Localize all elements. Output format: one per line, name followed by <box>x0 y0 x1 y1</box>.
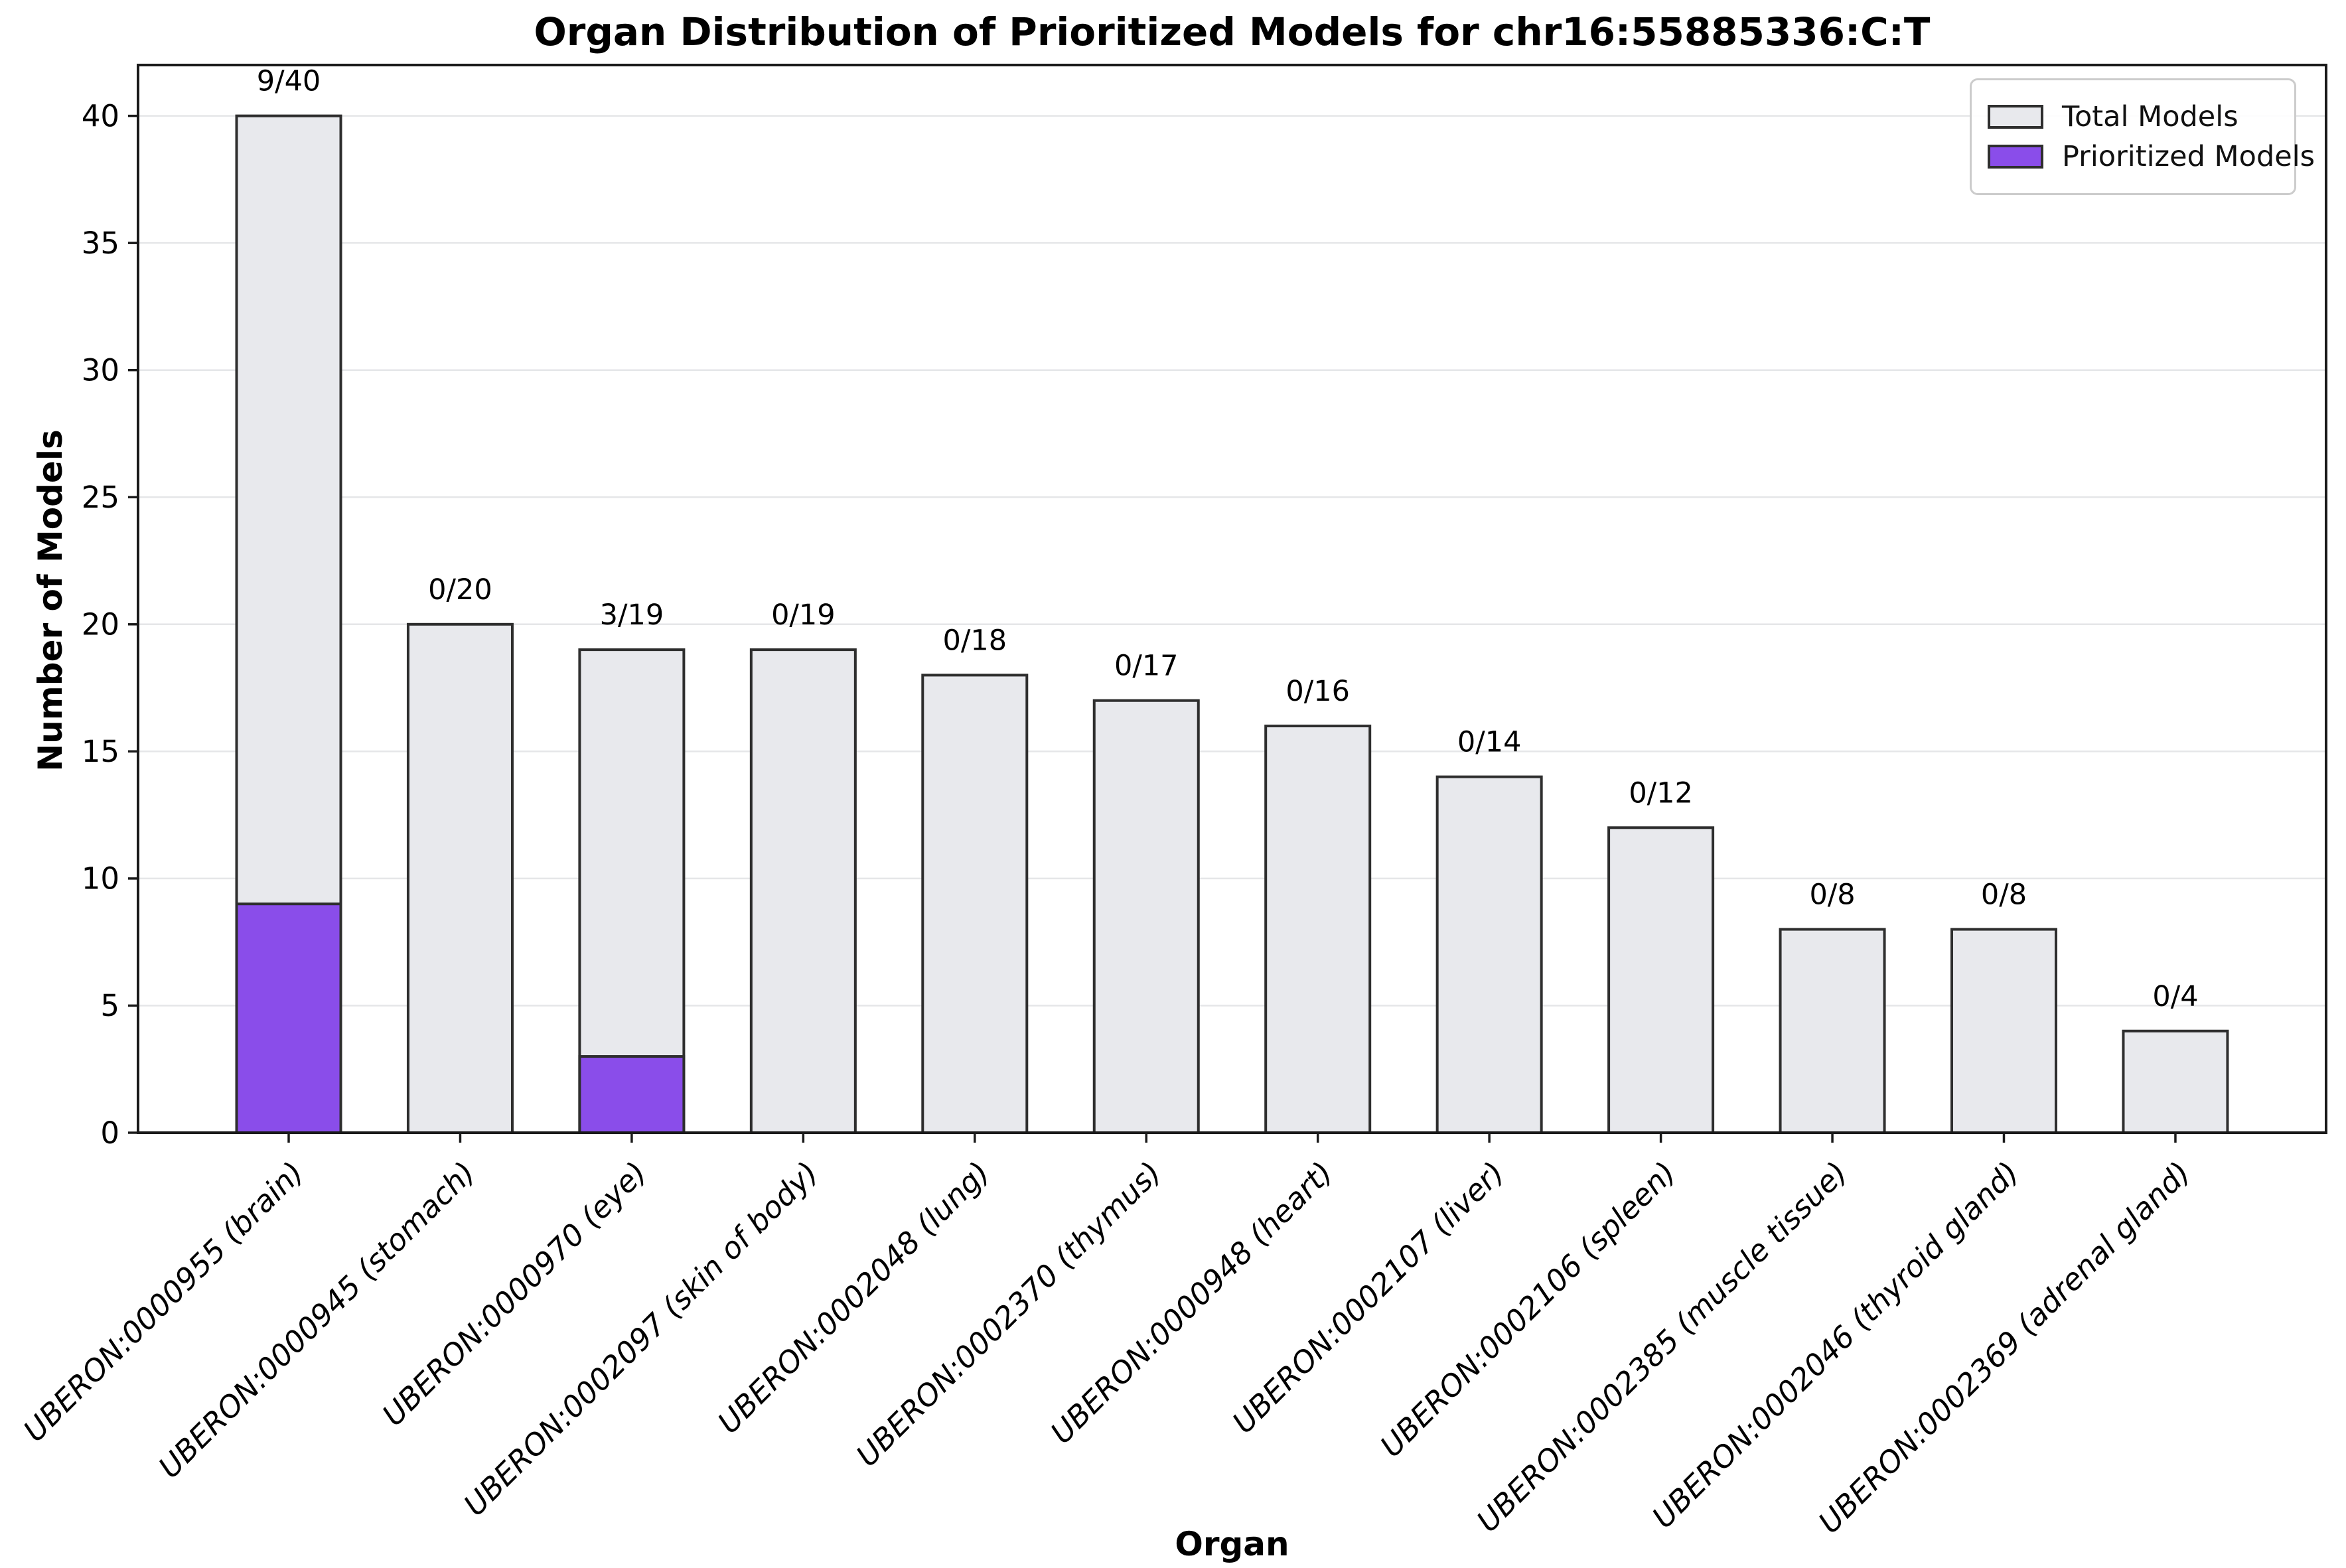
x-tick-label: UBERON:0000948 (heart) <box>1044 1155 1340 1451</box>
bar-total <box>1092 699 1200 1134</box>
bar-value-label: 9/40 <box>257 65 321 98</box>
y-tick-label: 0 <box>100 1115 119 1151</box>
y-tick-label: 40 <box>82 98 119 133</box>
bar-value-label: 0/20 <box>428 573 492 606</box>
y-tick-label: 5 <box>100 988 119 1023</box>
x-tick-label: UBERON:0002097 (skin of body) <box>457 1155 825 1523</box>
x-tick-label: UBERON:0002106 (spleen) <box>1373 1155 1682 1464</box>
bar-value-label: 0/16 <box>1285 675 1350 708</box>
bar-value-label: 0/4 <box>2152 980 2198 1013</box>
legend-item-label: Total Models <box>2062 100 2238 133</box>
legend-item-prioritized: Prioritized Models <box>1988 140 2315 173</box>
y-tick-label: 15 <box>82 734 119 769</box>
bar-total <box>1607 826 1715 1135</box>
x-tick-label: UBERON:0002370 (thymus) <box>849 1155 1168 1473</box>
bar-total <box>406 622 514 1134</box>
prioritized-models-swatch <box>1988 145 2043 169</box>
bar-value-label: 0/12 <box>1629 776 1693 810</box>
bar-value-label: 0/8 <box>1809 879 1855 912</box>
bar-prioritized <box>235 902 342 1134</box>
total-models-swatch <box>1988 105 2043 129</box>
x-tick-label: UBERON:0002107 (liver) <box>1226 1155 1511 1440</box>
bar-value-label: 0/14 <box>1457 726 1522 759</box>
bar-total <box>1950 928 2057 1134</box>
y-tick-label: 10 <box>82 861 119 896</box>
legend-item-label: Prioritized Models <box>2062 140 2315 173</box>
y-tick-label: 35 <box>82 226 119 261</box>
y-axis-label: Number of Models <box>31 429 70 772</box>
bar-value-label: 0/19 <box>771 599 836 632</box>
bar-total <box>1435 775 1543 1134</box>
y-tick-label: 30 <box>82 352 119 388</box>
y-tick-label: 20 <box>82 607 119 642</box>
legend: Total Models Prioritized Models <box>1970 78 2315 195</box>
legend-item-total: Total Models <box>1988 100 2278 133</box>
bar-total <box>1264 725 1372 1134</box>
x-tick-label: UBERON:0000955 (brain) <box>17 1155 311 1449</box>
bar-prioritized <box>578 1055 686 1134</box>
y-tick-label: 25 <box>82 480 119 515</box>
x-tick-label: UBERON:0002048 (lung) <box>711 1155 996 1440</box>
axes-frame <box>137 64 2327 1134</box>
bar-total <box>921 674 1029 1134</box>
bar-total <box>578 648 686 1134</box>
bar-value-label: 0/18 <box>943 624 1007 657</box>
bar-total <box>749 648 857 1134</box>
bar-total <box>1779 928 1886 1134</box>
bar-value-label: 3/19 <box>600 599 664 632</box>
x-tick-label: UBERON:0002385 (muscle tissue) <box>1470 1155 1854 1539</box>
x-axis-label: Organ <box>1175 1525 1289 1563</box>
bar-value-label: 0/8 <box>1981 879 2027 912</box>
chart-title: Organ Distribution of Prioritized Models… <box>534 9 1931 54</box>
bar-total <box>2122 1029 2229 1135</box>
x-tick-label: UBERON:0000945 (stomach) <box>152 1155 482 1485</box>
bar-value-label: 0/17 <box>1114 650 1179 683</box>
x-tick-label: UBERON:0002046 (thyroid gland) <box>1645 1155 2025 1535</box>
x-tick-label: UBERON:0002369 (adrenal gland) <box>1812 1155 2197 1540</box>
